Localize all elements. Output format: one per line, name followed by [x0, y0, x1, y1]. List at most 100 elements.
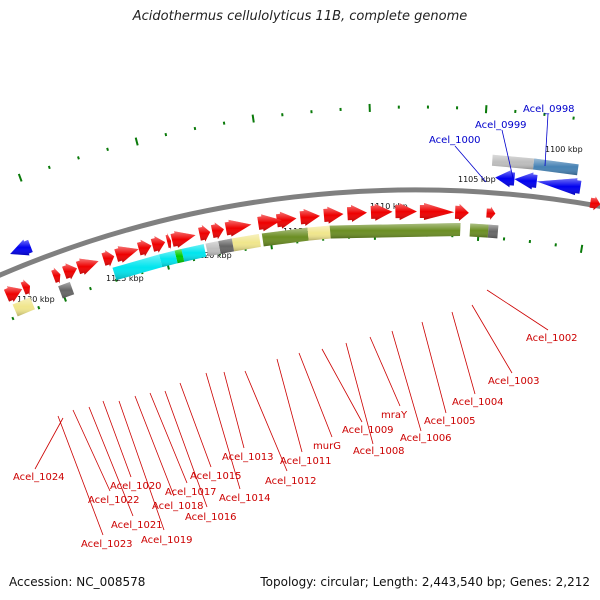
scale-label: 1120 kbp — [194, 251, 232, 260]
scale-label: 1105 kbp — [458, 175, 496, 184]
gene-label: Acel_0998 — [523, 104, 575, 115]
category-tracks — [12, 154, 579, 317]
leader-line — [57, 415, 104, 536]
reverse-gene-shade — [395, 203, 417, 221]
gene-label: Acel_1019 — [141, 535, 193, 546]
scale-tick — [164, 132, 168, 137]
scale-tick — [579, 244, 584, 253]
reverse-gene-shade — [210, 222, 224, 240]
leader-line — [501, 129, 514, 179]
category-band-shade — [181, 244, 207, 262]
reverse-gene-shade — [170, 231, 196, 248]
leader-line — [276, 358, 303, 453]
gene-label: Acel_1004 — [452, 397, 504, 408]
scale-label: 1125 kbp — [106, 274, 144, 283]
accession-label: Accession: NC_008578 — [9, 575, 146, 589]
leader-line — [134, 395, 175, 497]
gene-label: Acel_1014 — [219, 493, 271, 504]
forward-gene-shade — [536, 178, 582, 196]
gene-label: Acel_1018 — [152, 501, 204, 512]
category-band-shade — [112, 254, 163, 281]
leader-line — [118, 400, 165, 531]
category-band-shade — [231, 233, 261, 252]
category-band-shade — [261, 227, 309, 247]
label-leader-lines — [34, 113, 549, 536]
scale-tick — [17, 173, 23, 182]
genome-backbone — [0, 187, 600, 278]
leader-line — [149, 392, 188, 484]
category-band-shade — [159, 250, 178, 268]
leader-line — [205, 372, 241, 490]
forward-gene-shade — [10, 239, 33, 256]
reverse-gene-shade — [257, 214, 282, 232]
leader-line — [451, 311, 476, 395]
genome-summary: Topology: circular; Length: 2,443,540 bp… — [260, 575, 590, 589]
leader-line — [102, 400, 132, 478]
reverse-gene-shade — [276, 211, 297, 229]
scale-tick — [484, 105, 488, 114]
scale-tick — [193, 126, 197, 131]
gene-label: Acel_1024 — [13, 472, 65, 483]
reverse-gene-shade — [20, 279, 31, 296]
reverse-gene-shade — [3, 286, 23, 302]
gene-label: Acel_1020 — [110, 481, 162, 492]
leader-line — [369, 336, 401, 407]
leader-line — [164, 390, 208, 508]
leader-line — [321, 348, 363, 423]
scale-tick — [134, 137, 139, 146]
gene-label: Acel_0999 — [475, 120, 527, 131]
scale-tick — [222, 121, 226, 125]
leader-line — [486, 289, 549, 331]
gene-label: Acel_1015 — [190, 471, 242, 482]
gene-labels: Acel_0998 Acel_0999 Acel_1000 Acel_1002 Acel… — [13, 104, 578, 550]
scale-tick — [37, 305, 41, 310]
gene-label: Acel_1009 — [342, 425, 394, 436]
scale-tick — [77, 156, 80, 160]
leader-line — [88, 406, 134, 517]
reverse-gene-shade — [198, 225, 211, 242]
category-band-shade — [307, 225, 331, 241]
reverse-gene-shade — [114, 246, 139, 263]
leader-line — [72, 409, 111, 492]
gene-label: murG — [313, 441, 341, 452]
leader-line — [298, 352, 333, 438]
gene-label: Acel_1023 — [81, 539, 133, 550]
gene-label: Acel_1011 — [280, 456, 332, 467]
leader-line — [471, 304, 513, 374]
reverse-gene-shade — [419, 203, 455, 221]
reverse-gene-shade — [150, 236, 166, 253]
leader-line — [391, 330, 422, 432]
gene-label: Acel_1013 — [222, 452, 274, 463]
scale-tick — [251, 114, 255, 123]
leader-line — [454, 145, 487, 183]
leader-line — [223, 371, 245, 449]
leader-line — [544, 113, 549, 167]
forward-gene-shade — [495, 170, 516, 188]
map-title: Acidothermus cellulolyticus 11B, complet… — [132, 9, 468, 24]
forward-gene-shade — [514, 172, 538, 190]
gene-label: Acel_1003 — [488, 376, 540, 387]
category-band-shade — [469, 223, 489, 238]
category-band-shade — [487, 224, 499, 239]
leader-line — [421, 321, 447, 414]
reverse-gene-shade — [137, 239, 152, 257]
category-band-shade — [491, 154, 535, 170]
gene-label: Acel_1017 — [165, 487, 217, 498]
scale-label: 1110 kbp — [370, 202, 408, 211]
gene-label: Acel_1008 — [353, 446, 405, 457]
scale-tick — [11, 316, 15, 321]
gene-features — [3, 170, 600, 302]
gene-label: Acel_1000 — [429, 135, 481, 146]
scale-tick — [47, 165, 51, 170]
leader-line — [34, 417, 64, 470]
category-band-shade — [532, 158, 579, 176]
category-band-shade — [12, 297, 35, 317]
reverse-gene-shade — [589, 196, 600, 211]
reverse-gene-shade — [486, 206, 496, 220]
scale-tick — [89, 286, 92, 291]
reverse-gene-shade — [224, 219, 252, 237]
leader-line — [179, 382, 212, 468]
scale-tick — [106, 147, 109, 152]
